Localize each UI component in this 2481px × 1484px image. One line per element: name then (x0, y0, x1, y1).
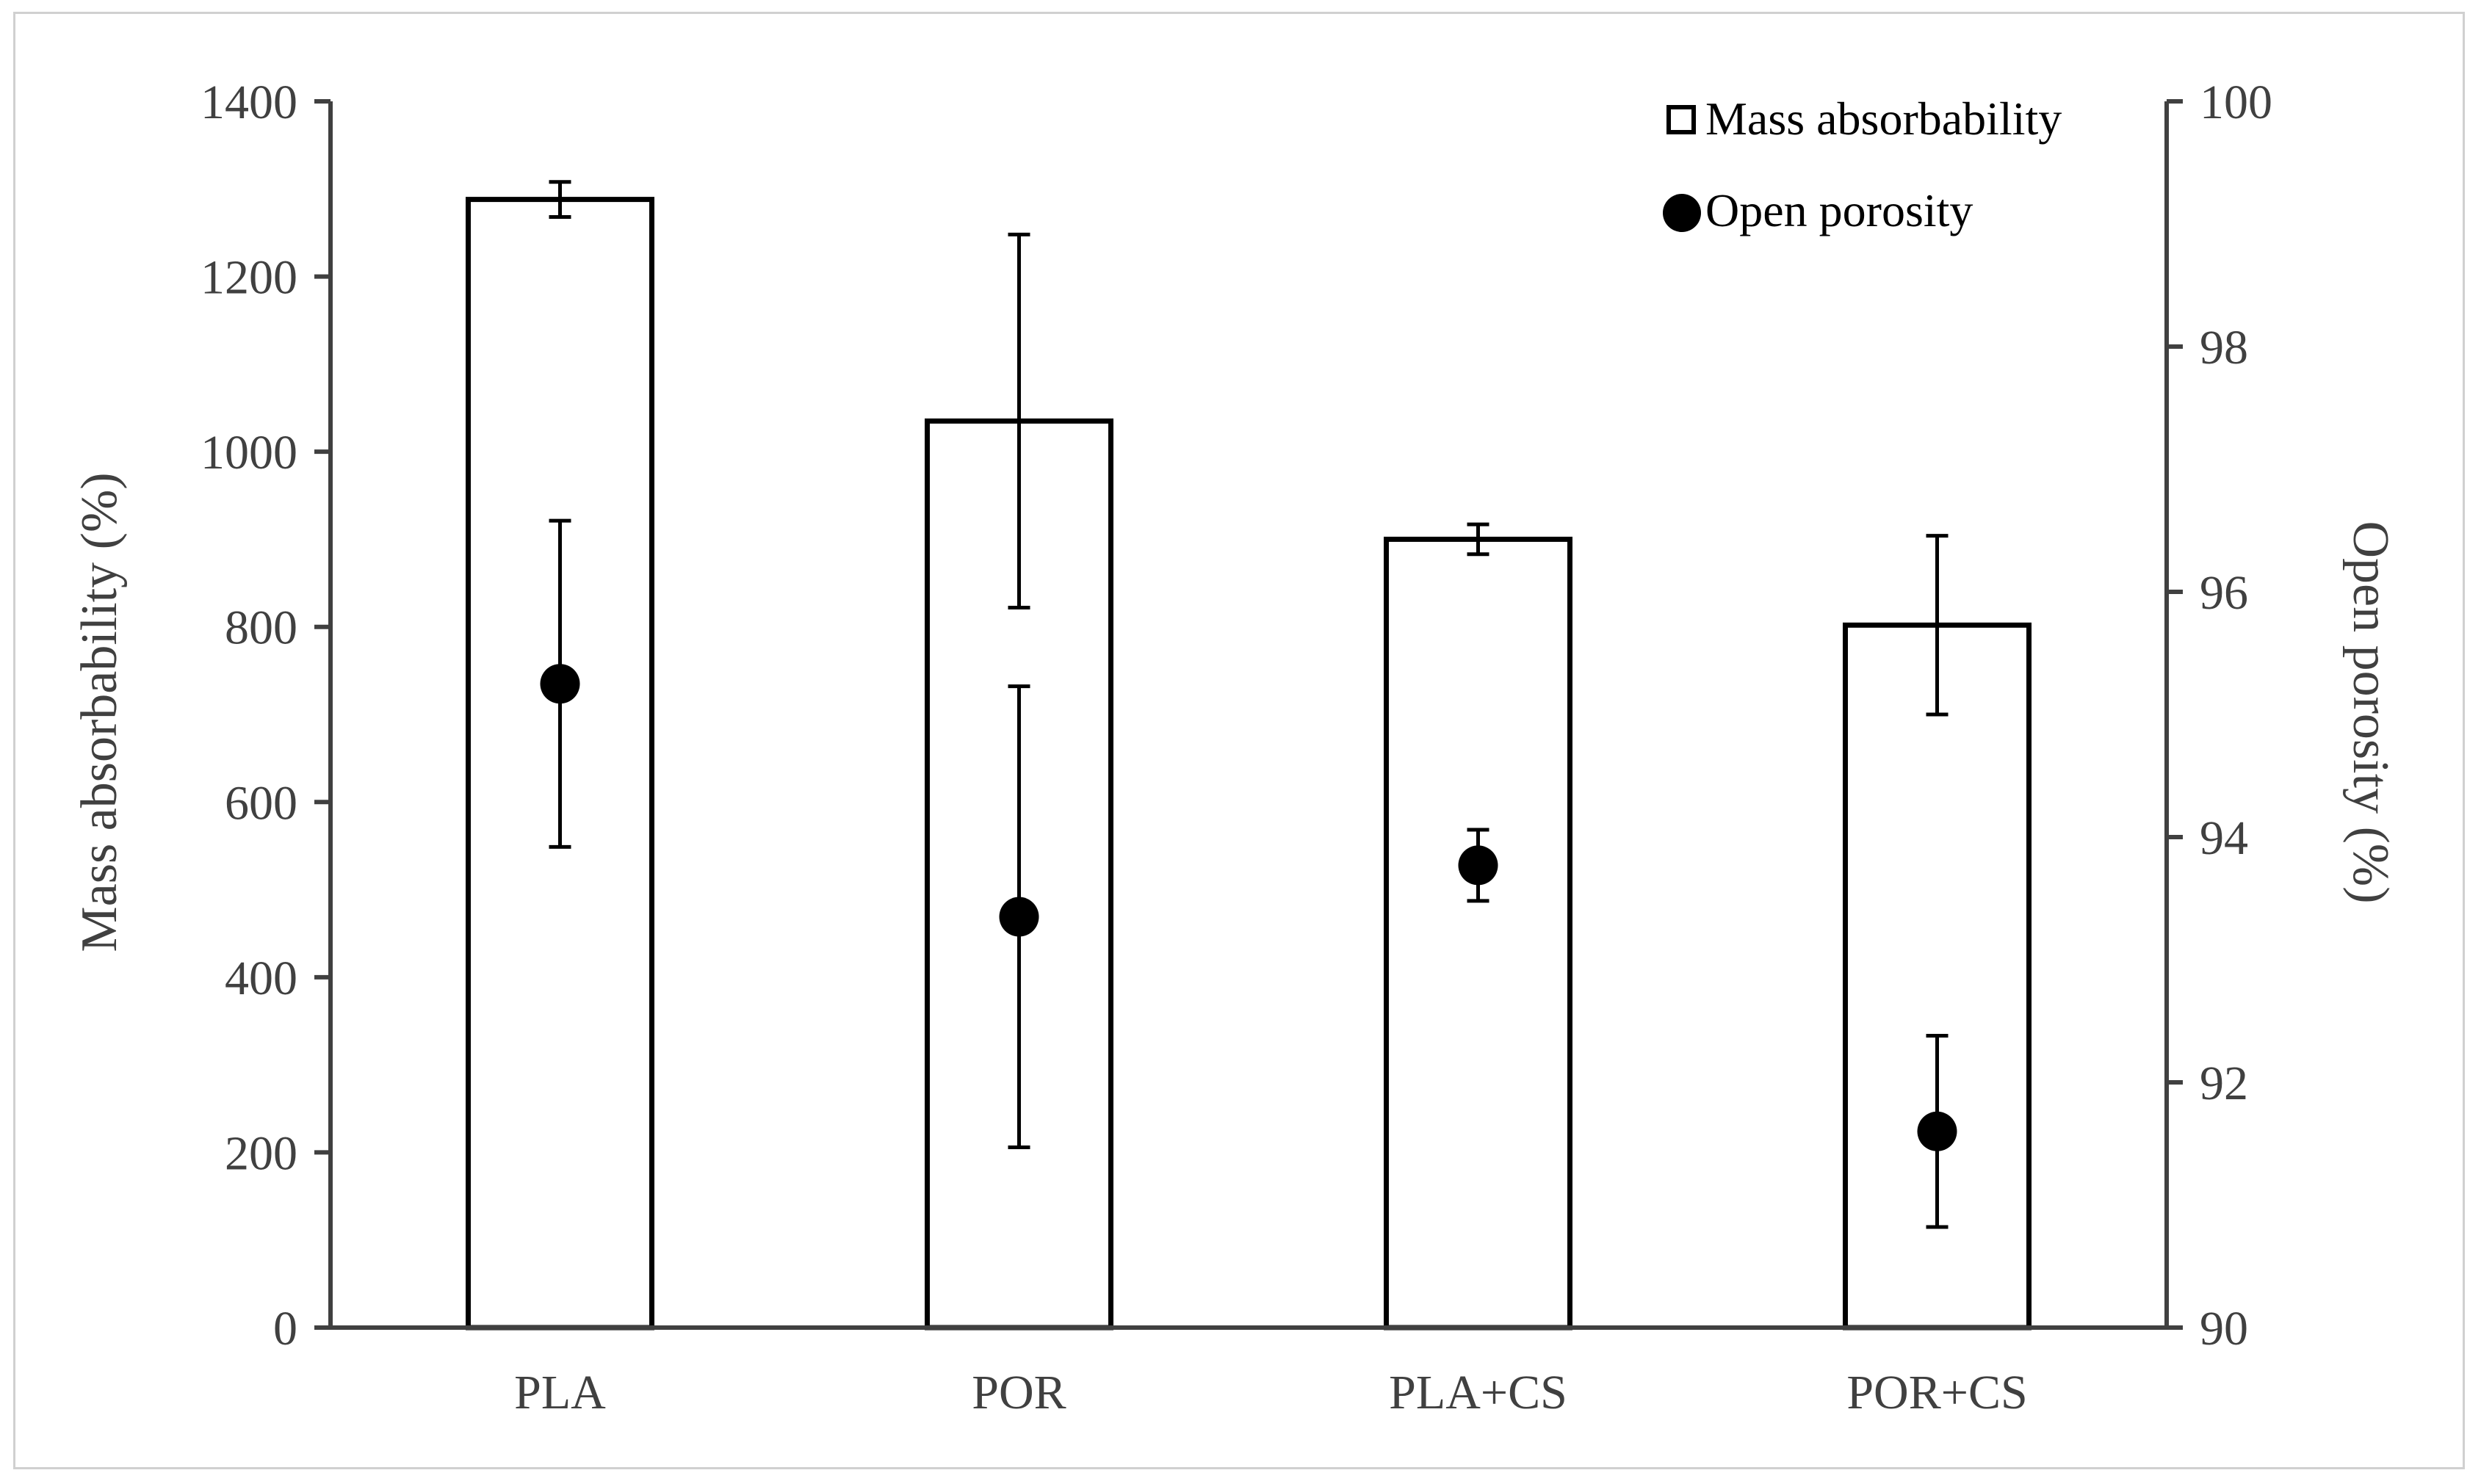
category-label: PLA+CS (1389, 1366, 1567, 1419)
left-tick-label: 0 (273, 1302, 297, 1355)
left-tick-label: 600 (225, 776, 297, 830)
point-marker (999, 897, 1039, 937)
point-marker (540, 664, 580, 704)
points-layer (540, 518, 1957, 1229)
left-axis-ticks: 0 200 400 600 800 1000 1200 1400 (201, 76, 331, 1355)
legend-swatch-point (1663, 194, 1701, 232)
axes-layer (328, 101, 2169, 1330)
category-label: POR (972, 1366, 1066, 1419)
left-axis-title: Mass absorbability (%) (71, 472, 128, 952)
legend-label-bar: Mass absorbability (1705, 93, 2062, 145)
category-label: PLA (514, 1366, 606, 1419)
right-axis-title: Open porosity (%) (2342, 521, 2399, 903)
left-tick-label: 200 (225, 1126, 297, 1180)
right-tick-label: 94 (2200, 811, 2248, 865)
right-axis-ticks: 90 92 94 96 98 100 (2167, 76, 2272, 1355)
chart-frame (13, 12, 2465, 1469)
right-tick-label: 90 (2200, 1302, 2248, 1355)
legend-swatch-bar (1666, 105, 1696, 134)
legend: Mass absorbability Open porosity (1663, 93, 2062, 236)
point-marker (1917, 1111, 1957, 1151)
category-label: POR+CS (1846, 1366, 2027, 1419)
bar (1384, 536, 1572, 1331)
right-tick-label: 92 (2200, 1057, 2248, 1110)
right-tick-label: 98 (2200, 321, 2248, 374)
point-marker (1458, 845, 1498, 886)
legend-label-point: Open porosity (1705, 184, 1973, 236)
left-tick-label: 800 (225, 601, 297, 655)
bars-layer (466, 180, 2032, 1331)
left-tick-label: 1400 (201, 76, 297, 129)
category-labels: PLA POR PLA+CS POR+CS (514, 1366, 2028, 1419)
left-tick-label: 1200 (201, 251, 297, 305)
right-tick-label: 100 (2200, 76, 2272, 129)
right-tick-label: 96 (2200, 566, 2248, 620)
left-tick-label: 1000 (201, 426, 297, 479)
left-tick-label: 400 (225, 952, 297, 1005)
